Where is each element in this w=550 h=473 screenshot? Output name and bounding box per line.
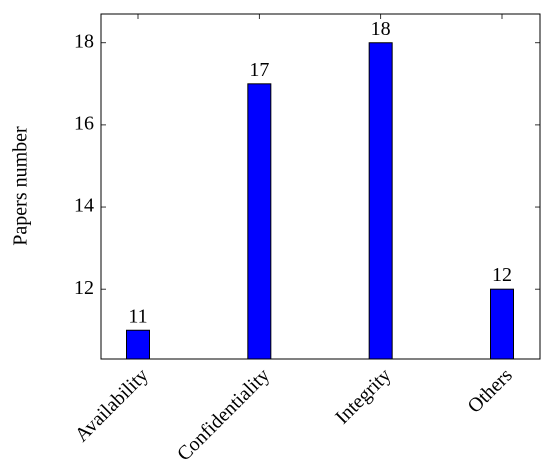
y-tick-label: 14 — [74, 195, 94, 217]
x-tick-label: Others — [464, 364, 517, 417]
x-tick-label: Availability — [71, 364, 153, 446]
bar — [126, 329, 150, 360]
y-tick-label: 16 — [74, 112, 94, 134]
y-tick-label: 12 — [74, 277, 94, 299]
y-axis-label: Papers number — [10, 126, 32, 246]
bar — [247, 83, 272, 360]
data-label: 11 — [128, 305, 147, 327]
plot-frame — [100, 13, 541, 360]
x-tick-label: Confidentiality — [173, 364, 274, 465]
data-label: 12 — [492, 264, 512, 286]
data-label: 18 — [371, 18, 391, 40]
y-tick-label: 18 — [74, 30, 94, 52]
data-label: 17 — [249, 59, 269, 81]
bar — [368, 42, 393, 360]
x-tick-label: Integrity — [331, 364, 395, 428]
bar — [490, 288, 514, 360]
